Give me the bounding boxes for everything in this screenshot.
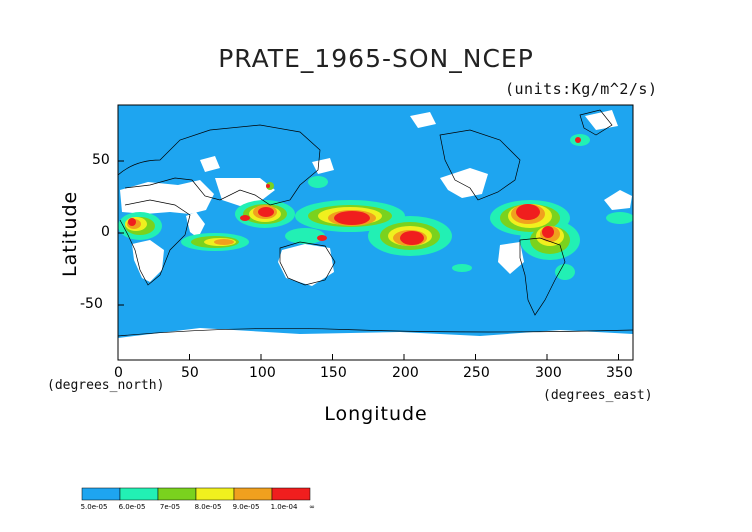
x-tick-300: 300 [535,365,562,381]
low-precip-areas [118,110,633,360]
x-tick-200: 200 [392,365,419,381]
colorbar-label-7: ∞ [309,503,315,511]
y-tick-minus-50: -50 [80,296,103,312]
x-tick-0: 0 [114,365,123,381]
x-unit-note: (degrees_east) [543,388,653,403]
x-axis-ticks [117,354,619,360]
y-tick-0: 0 [101,224,110,240]
coastlines [118,109,633,337]
colorbar-swatch-5 [233,487,273,501]
colorbar-label-2: 6.0e-05 [118,503,146,511]
x-tick-250: 250 [463,365,490,381]
precip-red [128,137,581,245]
y-unit-note: (degrees_north) [47,378,165,393]
colorbar-label-4: 8.0e-05 [194,503,222,511]
x-tick-350: 350 [606,365,633,381]
colorbar-swatch-1 [81,487,121,501]
colorbar-swatch-4 [195,487,235,501]
x-tick-150: 150 [320,365,347,381]
x-tick-50: 50 [181,365,199,381]
colorbar-label-1: 5.0e-05 [80,503,108,511]
x-axis-label: Longitude [324,403,428,425]
colorbar-swatch-6 [271,487,311,501]
colorbar [81,487,311,501]
colorbar-label-5: 9.0e-05 [232,503,260,511]
units-label: (units:Kg/m^2/s) [505,80,658,98]
y-axis-label: Latitude [59,190,81,277]
colorbar-swatch-2 [119,487,159,501]
colorbar-swatch-3 [157,487,197,501]
chart-title: PRATE_1965-SON_NCEP [218,44,534,73]
y-axis-ticks [118,160,124,306]
colorbar-label-6: 1.0e-04 [270,503,298,511]
colorbar-label-3: 7e-05 [159,503,181,511]
x-tick-100: 100 [249,365,276,381]
y-tick-50: 50 [92,152,110,168]
